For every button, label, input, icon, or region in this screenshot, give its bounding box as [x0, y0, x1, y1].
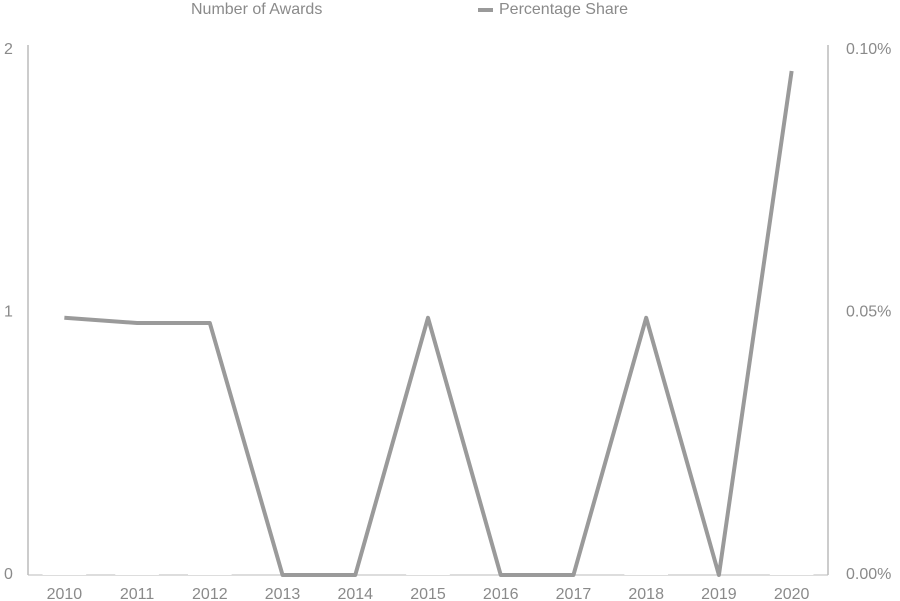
y2-tick-label: 0.05%: [846, 304, 891, 321]
legend-swatch: [478, 8, 493, 12]
x-tick-label: 2017: [556, 586, 592, 601]
x-tick-label: 2016: [483, 586, 519, 601]
x-tick-label: 2011: [120, 586, 155, 601]
x-tick-label: 2013: [265, 586, 301, 601]
y2-tick-label: 0.00%: [846, 566, 891, 583]
x-tick-label: 2012: [192, 586, 228, 601]
bar: [188, 312, 232, 575]
legend-swatch: [170, 8, 185, 12]
y-tick-label: 1: [4, 304, 13, 321]
legend-label: Percentage Share: [499, 1, 628, 18]
bar: [406, 312, 450, 575]
x-tick-label: 2020: [774, 586, 810, 601]
y2-tick-label: 0.10%: [846, 41, 891, 58]
x-tick-label: 2015: [410, 586, 446, 601]
line: [64, 70, 794, 577]
x-tick-label: 2010: [47, 586, 83, 601]
bar: [624, 312, 668, 575]
y-tick-label: 0: [4, 566, 13, 583]
y-tick-label: 2: [4, 41, 13, 58]
x-tick-label: 2018: [628, 586, 664, 601]
x-tick-label: 2019: [701, 586, 737, 601]
bar: [769, 50, 814, 575]
legend-label: Number of Awards: [191, 1, 322, 18]
bar: [42, 312, 87, 575]
x-tick-label: 2014: [337, 586, 373, 601]
bar: [115, 312, 159, 575]
